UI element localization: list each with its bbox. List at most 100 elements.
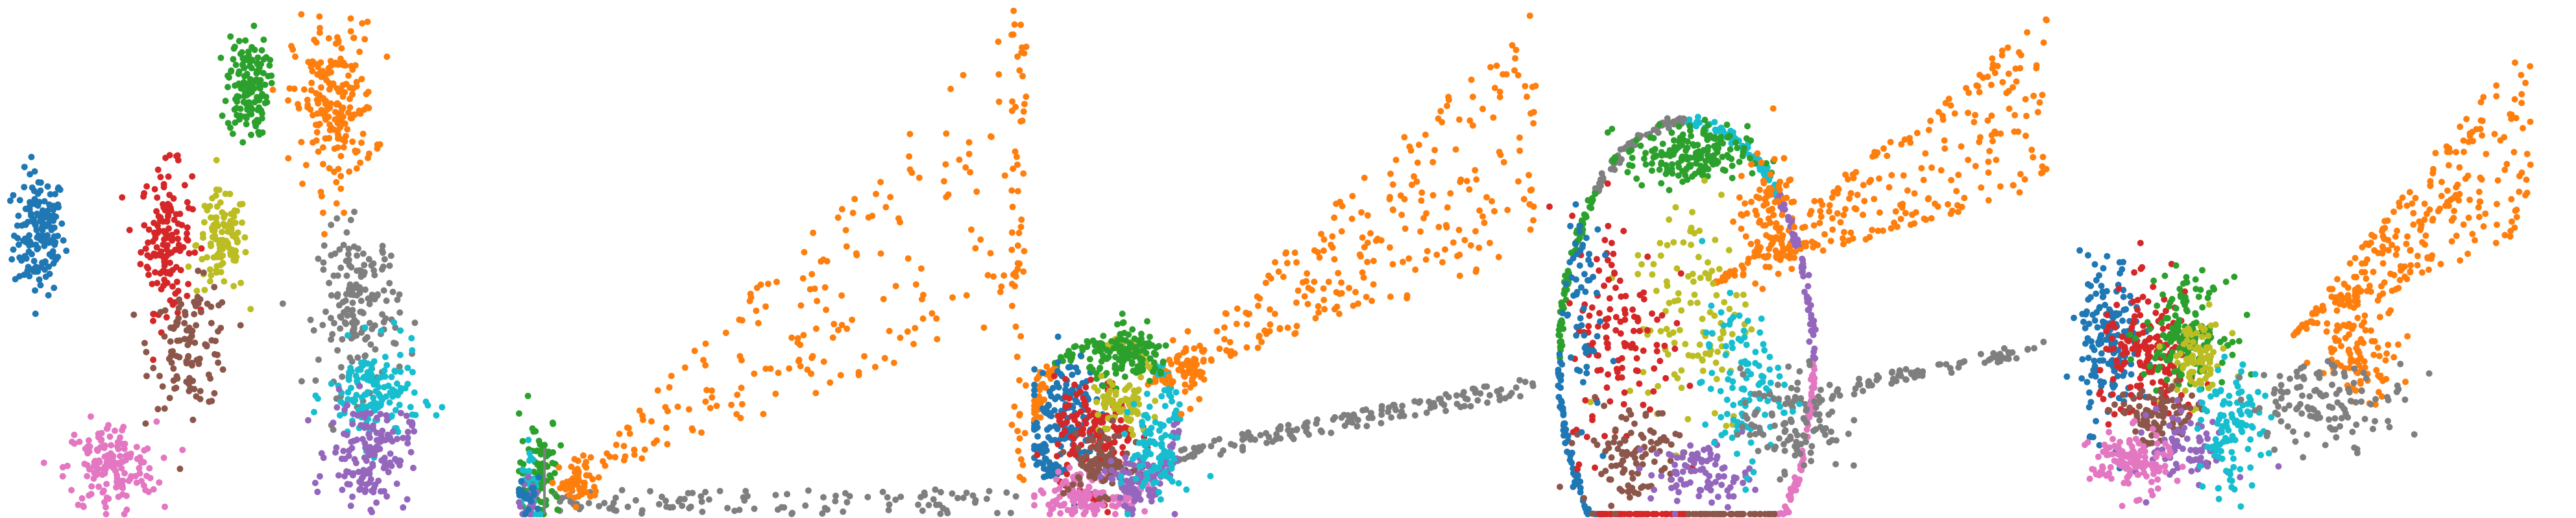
scatter-point-orange — [1254, 344, 1261, 351]
scatter-point-green — [1666, 186, 1673, 193]
scatter-point-blue — [36, 276, 43, 283]
scatter-point-blue — [45, 240, 53, 246]
scatter-point-gray — [1191, 452, 1198, 460]
scatter-point-brown — [1093, 456, 1100, 463]
scatter-point-orange — [818, 258, 825, 265]
scatter-point-blue — [34, 234, 41, 241]
scatter-point-orange — [1364, 212, 1371, 219]
scatter-point-orange — [285, 97, 292, 104]
scatter-point-orange — [987, 133, 994, 140]
scatter-point-blue — [21, 253, 29, 260]
scatter-point-green — [1669, 170, 1676, 177]
scatter-point-cyan — [1134, 452, 1141, 458]
scatter-point-blue — [51, 224, 58, 231]
scatter-point-green — [1124, 354, 1132, 362]
scatter-point-gray — [705, 496, 712, 503]
scatter-point-orange — [1400, 258, 1406, 265]
scatter-point-blue — [60, 237, 67, 244]
scatter-point-green — [247, 62, 253, 69]
scatter-point-cyan — [376, 391, 383, 399]
scatter-point-green — [1729, 175, 1736, 182]
scatter-point-purple — [1130, 462, 1137, 469]
scatter-point-olive — [221, 278, 228, 285]
scatter-point-orange — [1941, 145, 1949, 152]
scatter-point-gray — [1263, 439, 1270, 447]
scatter-point-olive — [199, 256, 206, 263]
scatter-point-brown — [186, 375, 193, 382]
scatter-point-orange — [1387, 293, 1394, 301]
scatter-point-orange — [2034, 108, 2041, 116]
scatter-point-orange — [1196, 395, 1203, 402]
scatter-point-red — [1569, 212, 1576, 219]
scatter-point-green — [1147, 334, 1153, 340]
scatter-point-gray — [949, 490, 956, 497]
scatter-point-orange — [812, 325, 820, 332]
scatter-point-pink — [143, 473, 150, 480]
scatter-point-red — [1622, 316, 1629, 323]
scatter-point-orange — [1008, 229, 1015, 236]
scatter-point-gray — [334, 215, 341, 222]
scatter-point-brown — [176, 465, 184, 473]
scatter-point-orange — [319, 160, 326, 167]
scatter-point-brown — [207, 375, 214, 382]
scatter-point-cyan — [312, 392, 319, 399]
scatter-point-green — [1732, 139, 1740, 146]
scatter-point-pink — [121, 445, 128, 452]
scatter-point-orange — [2022, 95, 2029, 103]
scatter-point-olive — [1106, 378, 1113, 385]
scatter-point-orange — [1338, 228, 1345, 235]
scatter-point-red — [126, 227, 133, 234]
scatter-point-orange — [1866, 234, 1873, 241]
scatter-point-orange — [648, 418, 655, 425]
scatter-point-green — [1656, 166, 1663, 173]
scatter-point-orange — [298, 138, 305, 145]
scatter-point-orange — [572, 467, 579, 475]
scatter-point-green — [1110, 345, 1117, 352]
scatter-point-olive — [234, 229, 241, 236]
scatter-point-orange — [1985, 197, 1992, 204]
scatter-point-blue — [49, 248, 56, 255]
scatter-point-blue — [24, 219, 31, 225]
scatter-point-red — [1054, 441, 1062, 448]
scatter-point-orange — [1965, 109, 1971, 116]
scatter-point-blue — [15, 212, 22, 219]
scatter-point-red — [145, 271, 152, 278]
scatter-point-gray — [632, 497, 639, 504]
scatter-point-olive — [1684, 273, 1692, 280]
scatter-point-red — [165, 201, 171, 208]
scatter-point-green — [1146, 378, 1153, 384]
scatter-point-orange — [1487, 64, 1494, 71]
scatter-point-gray — [1856, 381, 1864, 388]
scatter-point-pink — [123, 506, 130, 513]
scatter-point-green — [1659, 152, 1665, 159]
scatter-point-gray — [897, 493, 905, 500]
scatter-point-orange — [1450, 239, 1457, 246]
scatter-point-gray — [802, 502, 809, 509]
scatter-point-pink — [1112, 503, 1119, 510]
scatter-point-orange — [363, 104, 371, 111]
scatter-point-green — [1568, 249, 1575, 256]
scatter-point-gray — [367, 341, 374, 348]
scatter-point-purple — [377, 488, 384, 495]
scatter-point-blue — [38, 224, 45, 231]
scatter-point-gray — [1474, 397, 1481, 404]
scatter-point-gray — [371, 267, 378, 274]
scatter-point-brown — [156, 373, 163, 380]
scatter-point-brown — [1096, 495, 1103, 502]
scatter-point-orange — [626, 430, 633, 438]
scatter-point-cyan — [1166, 417, 1173, 424]
scatter-point-gray — [886, 501, 893, 508]
scatter-point-purple — [373, 429, 380, 436]
scatter-point-orange — [1872, 152, 1879, 159]
scatter-point-green — [1157, 368, 1164, 375]
scatter-point-green — [1714, 149, 1721, 156]
scatter-point-orange — [1469, 93, 1476, 101]
scatter-point-orange — [1530, 217, 1537, 224]
scatter-point-blue — [1555, 382, 1562, 389]
scatter-point-gray — [2024, 346, 2031, 353]
scatter-point-orange — [1016, 376, 1023, 384]
scatter-point-orange — [1200, 348, 1207, 355]
scatter-point-orange — [358, 139, 365, 146]
scatter-point-brown — [175, 315, 182, 322]
scatter-point-gray — [1272, 436, 1280, 443]
